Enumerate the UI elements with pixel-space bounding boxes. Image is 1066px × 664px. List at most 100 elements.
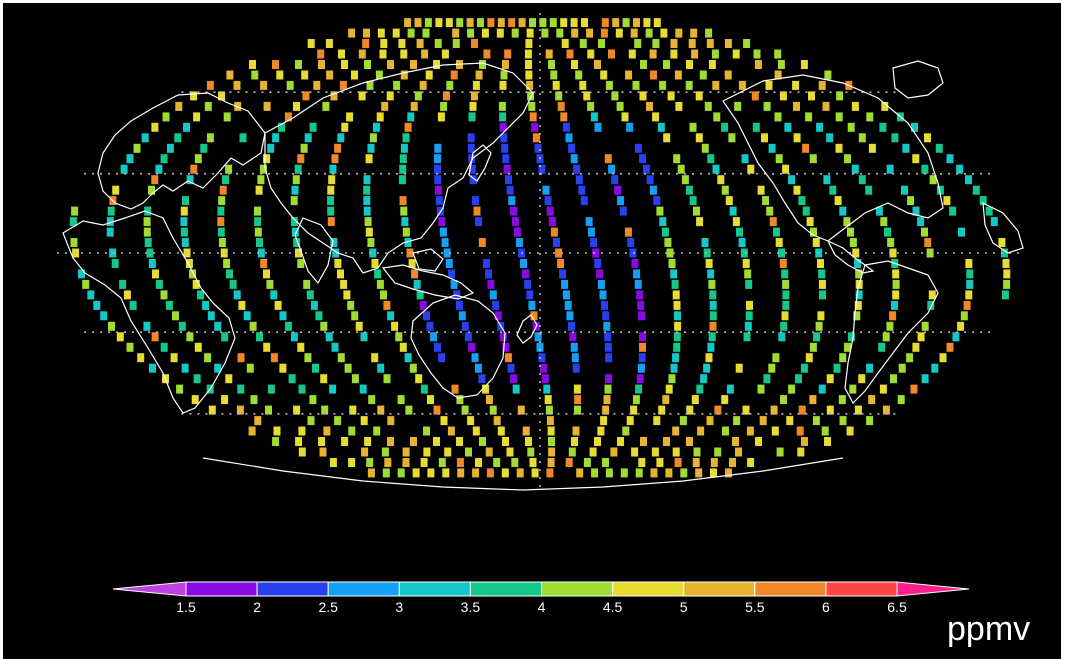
- swath-cell: [532, 133, 540, 143]
- swath-cell: [259, 164, 267, 174]
- swath-cell: [816, 122, 824, 132]
- swath-cell: [301, 70, 309, 80]
- swath-cell: [405, 405, 413, 415]
- swath-cell: [238, 300, 246, 310]
- swath-cell: [143, 321, 151, 331]
- swath-cell: [290, 196, 298, 206]
- swath-cell: [486, 468, 494, 478]
- swath-cell: [667, 91, 675, 101]
- swath-cell: [917, 217, 925, 227]
- swath-cell: [747, 164, 755, 174]
- swath-cell: [746, 300, 753, 310]
- swath-cell: [949, 206, 957, 216]
- swath-cell: [866, 112, 874, 122]
- colorbar-tick-label: 4: [538, 599, 546, 615]
- swath-cell: [912, 206, 920, 216]
- swath-cell: [699, 70, 707, 80]
- swath-cell: [160, 342, 168, 352]
- swath-cell: [414, 91, 422, 101]
- swath-cell: [573, 164, 581, 174]
- swath-cell: [802, 206, 810, 216]
- swath-cell: [824, 437, 831, 446]
- swath-cell: [823, 175, 831, 185]
- swath-cell: [705, 353, 713, 363]
- swath-cell: [249, 321, 257, 331]
- swath-cell: [545, 49, 553, 59]
- swath-cell: [295, 60, 302, 69]
- swath-cell: [879, 384, 887, 394]
- swath-cell: [745, 311, 753, 321]
- swath-cell: [348, 28, 356, 38]
- swath-cell: [221, 395, 229, 405]
- coastline-africa: [62, 210, 236, 414]
- swath-cell: [371, 353, 379, 363]
- swath-cell: [824, 70, 832, 80]
- swath-cell: [456, 437, 463, 446]
- swath-cell: [141, 133, 149, 143]
- swath-cell: [635, 384, 643, 394]
- swath-cell: [434, 164, 441, 174]
- swath-cell: [650, 185, 657, 195]
- swath-cell: [214, 321, 222, 331]
- swath-cell: [445, 18, 453, 28]
- swath-cell: [233, 80, 241, 90]
- swath-cell: [120, 164, 128, 174]
- swath-cell: [788, 175, 796, 185]
- swath-cell: [351, 374, 359, 384]
- swath-cell: [661, 227, 669, 237]
- swath-cell: [475, 458, 482, 467]
- swath-cell: [640, 437, 647, 446]
- swath-cell: [298, 384, 306, 394]
- swath-cell: [374, 269, 382, 279]
- satellite-swaths: [69, 18, 1011, 478]
- swath-cell: [387, 437, 394, 446]
- swath-cell: [574, 405, 581, 415]
- swath-cell: [653, 18, 661, 28]
- swath-cell: [741, 154, 749, 164]
- swath-cell: [217, 217, 225, 227]
- swath-cell: [858, 175, 866, 185]
- swath-cell: [855, 269, 863, 279]
- swath-cell: [649, 49, 657, 59]
- swath-cell: [685, 185, 693, 195]
- swath-cell: [596, 269, 604, 279]
- swath-cell: [236, 405, 244, 415]
- swath-cell: [965, 259, 973, 268]
- swath-cell: [604, 332, 612, 342]
- coastline-greenland: [892, 60, 944, 99]
- swath-cell: [200, 143, 208, 153]
- swath-cell: [218, 91, 226, 101]
- swath-cell: [878, 342, 886, 352]
- swath-cell: [82, 279, 90, 289]
- swath-cell: [217, 227, 225, 237]
- swath-cell: [616, 101, 624, 111]
- swath-cell: [439, 227, 447, 237]
- swath-cell: [575, 175, 583, 185]
- swath-cell: [291, 227, 299, 237]
- swath-cell: [482, 384, 490, 394]
- swath-cell: [452, 28, 460, 38]
- swath-cell: [469, 101, 477, 111]
- swath-cell: [673, 332, 681, 342]
- swath-cell: [106, 217, 114, 227]
- swath-cell: [672, 447, 680, 457]
- swath-cell: [116, 332, 124, 342]
- swath-cell: [700, 374, 708, 384]
- swath-cell: [564, 300, 572, 310]
- swath-cell: [839, 206, 847, 216]
- swath-cell: [812, 416, 820, 426]
- swath-cell: [423, 447, 431, 457]
- swath-cell: [809, 395, 817, 405]
- swath-cell: [237, 384, 245, 394]
- swath-cell: [627, 238, 635, 247]
- swath-cell: [547, 426, 555, 436]
- swath-cell: [889, 311, 897, 321]
- swath-cell: [469, 175, 477, 185]
- swath-cell: [87, 290, 95, 300]
- swath-cell: [847, 122, 855, 132]
- swath-cell: [497, 18, 505, 28]
- colorbar-under-triangle: [112, 581, 187, 597]
- swath-cell: [849, 238, 857, 247]
- swath-cell: [175, 101, 183, 111]
- swath-cell: [290, 332, 298, 342]
